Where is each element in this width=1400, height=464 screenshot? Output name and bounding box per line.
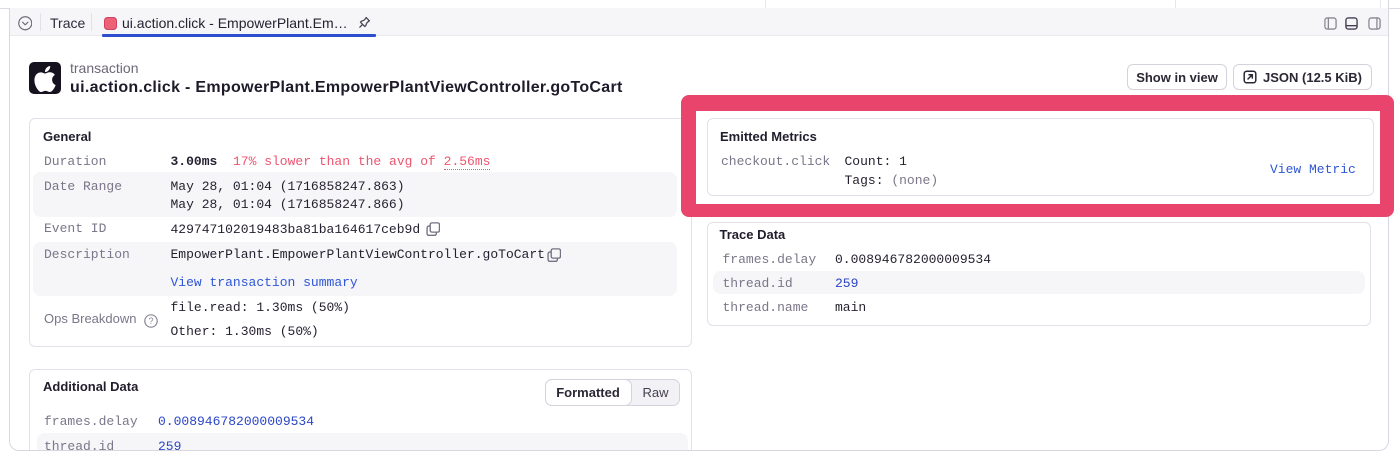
svg-text:?: ? bbox=[148, 316, 153, 326]
